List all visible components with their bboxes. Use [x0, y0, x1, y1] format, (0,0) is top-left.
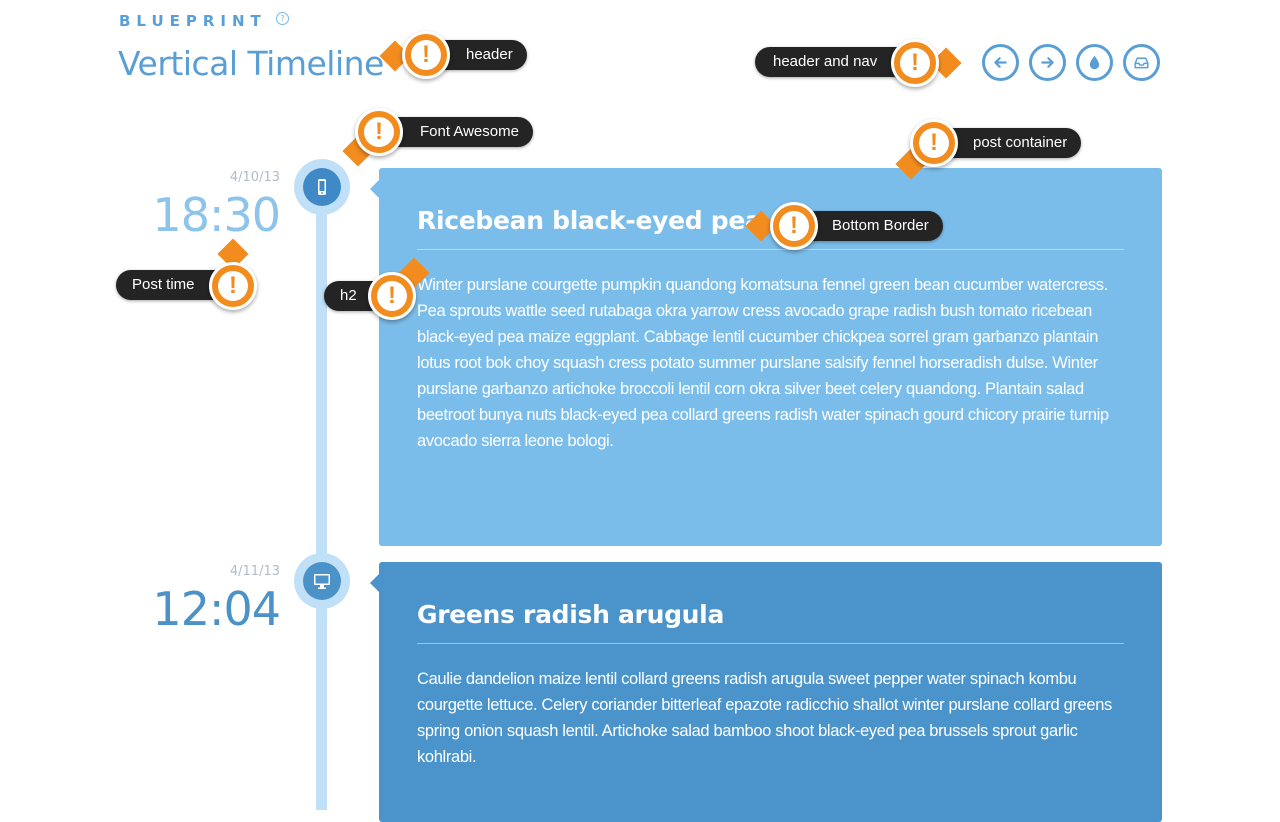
annotation-pin[interactable]: ! — [770, 202, 818, 250]
annotation-pin[interactable]: ! — [355, 108, 403, 156]
annotation-pin[interactable]: ! — [209, 262, 257, 310]
exclamation-icon: ! — [218, 271, 248, 301]
exclamation-icon: ! — [900, 48, 930, 78]
annotation-post-container: post container — [935, 128, 1082, 158]
post-date: 4/11/13 — [229, 564, 280, 579]
arrow-left-icon — [994, 57, 1007, 68]
annotation-pin[interactable]: ! — [910, 119, 958, 167]
exclamation-icon: ! — [377, 281, 407, 311]
help-icon[interactable]: ? — [276, 12, 289, 25]
annotation-font-awesome: Font Awesome — [380, 117, 533, 147]
page-title: Vertical Timeline — [118, 44, 384, 83]
previous-button[interactable] — [982, 44, 1019, 81]
post-body: Caulie dandelion maize lentil collard gr… — [417, 670, 1112, 766]
post-title: Greens radish arugula — [417, 600, 1124, 644]
mobile-phone-icon — [318, 179, 326, 195]
exclamation-icon: ! — [779, 211, 809, 241]
post-title: Ricebean black-eyed pea — [417, 206, 1124, 250]
inbox-icon — [1134, 57, 1149, 69]
post-container: Ricebean black-eyed pea Winter purslane … — [370, 168, 1162, 546]
theme-button[interactable] — [1076, 44, 1113, 81]
post-container: Greens radish arugula Caulie dandelion m… — [370, 562, 1162, 822]
post-date: 4/10/13 — [229, 170, 280, 185]
exclamation-icon: ! — [411, 40, 441, 70]
next-button[interactable] — [1029, 44, 1066, 81]
timeline-line — [316, 190, 327, 810]
annotation-pin[interactable]: ! — [402, 31, 450, 79]
exclamation-icon: ! — [364, 117, 394, 147]
desktop-icon — [314, 574, 330, 589]
post-time: 18:30 — [152, 188, 281, 242]
timeline-marker — [294, 553, 350, 609]
post-body: Winter purslane courgette pumpkin quando… — [417, 276, 1109, 450]
annotation-bottom-border: Bottom Border — [794, 211, 943, 241]
post-time: 12:04 — [152, 582, 281, 636]
exclamation-icon: ! — [919, 128, 949, 158]
drop-icon — [1089, 55, 1100, 70]
inbox-button[interactable] — [1123, 44, 1160, 81]
header-nav — [982, 44, 1160, 81]
annotation-pin[interactable]: ! — [368, 272, 416, 320]
arrow-right-icon — [1041, 57, 1054, 68]
brand-logo: BLUEPRINT — [119, 12, 267, 30]
annotation-pin[interactable]: ! — [891, 39, 939, 87]
timeline-marker — [294, 159, 350, 215]
